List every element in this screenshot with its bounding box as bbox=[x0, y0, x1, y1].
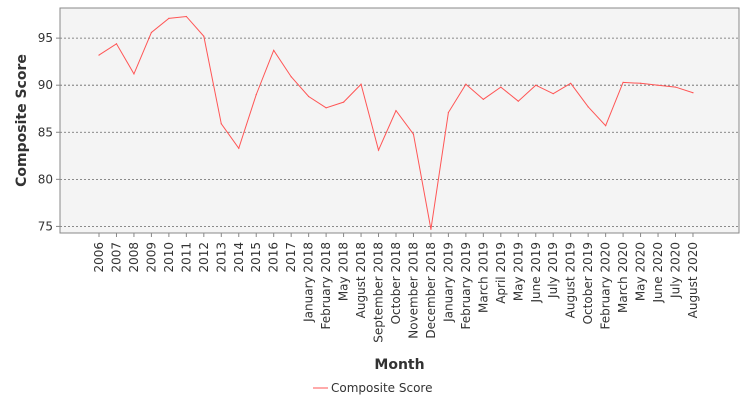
x-tick-label: February 2019 bbox=[459, 242, 473, 330]
x-tick-label: 2012 bbox=[197, 242, 211, 273]
x-tick-label: 2014 bbox=[232, 242, 246, 273]
x-tick-label: May 2020 bbox=[634, 242, 648, 301]
data-point bbox=[465, 83, 467, 85]
data-point bbox=[535, 84, 537, 86]
legend-label: Composite Score bbox=[331, 381, 432, 395]
x-tick-label: November 2018 bbox=[406, 242, 420, 339]
data-point bbox=[674, 86, 677, 88]
data-point bbox=[342, 101, 345, 103]
data-point bbox=[98, 54, 100, 56]
y-tick-label: 95 bbox=[38, 31, 53, 45]
y-tick-label: 85 bbox=[38, 125, 53, 139]
data-point bbox=[308, 95, 310, 98]
data-point bbox=[622, 81, 624, 83]
data-point bbox=[168, 17, 170, 19]
legend: Composite Score bbox=[313, 381, 432, 395]
x-tick-label: September 2018 bbox=[372, 242, 386, 343]
y-axis-title: Composite Score bbox=[14, 54, 30, 187]
x-tick-label: July 2020 bbox=[669, 242, 683, 299]
x-tick-label: December 2018 bbox=[424, 242, 438, 339]
x-tick-label: July 2019 bbox=[546, 242, 560, 299]
x-tick-label: March 2019 bbox=[476, 242, 490, 313]
data-point bbox=[273, 49, 275, 51]
data-point bbox=[255, 94, 257, 96]
data-point bbox=[657, 84, 659, 86]
data-point bbox=[639, 82, 642, 84]
x-tick-label: 2016 bbox=[267, 242, 281, 273]
x-tick-label: October 2018 bbox=[389, 242, 403, 324]
data-point bbox=[605, 125, 607, 127]
data-point bbox=[238, 147, 240, 149]
y-tick-label: 75 bbox=[38, 219, 53, 233]
x-axis-title: Month bbox=[374, 357, 424, 373]
x-tick-label: 2015 bbox=[249, 242, 263, 273]
data-point bbox=[500, 86, 502, 88]
data-point bbox=[220, 123, 222, 125]
x-tick-label: June 2019 bbox=[529, 242, 543, 304]
data-point bbox=[552, 93, 554, 95]
data-point bbox=[133, 73, 135, 75]
x-tick-label: May 2018 bbox=[337, 242, 351, 301]
grid-lines bbox=[60, 37, 739, 227]
x-tick-label: August 2020 bbox=[686, 242, 700, 318]
x-tick-label: 2007 bbox=[109, 242, 123, 273]
x-tick-label: January 2019 bbox=[441, 242, 455, 323]
data-point bbox=[587, 106, 589, 108]
x-tick-label: 2013 bbox=[214, 242, 228, 273]
data-point bbox=[325, 107, 327, 109]
x-tick-label: 2011 bbox=[179, 242, 193, 273]
data-point bbox=[377, 149, 380, 151]
data-point bbox=[150, 31, 153, 34]
x-tick-label: January 2018 bbox=[302, 242, 316, 323]
x-tick-label: August 2019 bbox=[564, 242, 578, 318]
data-point bbox=[517, 100, 519, 102]
x-axis-ticks: 2006 2007 2008 2009 2010 2011 2012 2013 2014 2015… bbox=[92, 233, 700, 343]
x-tick-label: 2017 bbox=[284, 242, 298, 273]
data-point bbox=[570, 82, 572, 84]
data-point bbox=[290, 76, 292, 78]
x-tick-label: 2006 bbox=[92, 242, 106, 273]
x-tick-label: May 2019 bbox=[511, 242, 525, 301]
x-tick-label: August 2018 bbox=[354, 242, 368, 318]
x-tick-label: April 2019 bbox=[494, 242, 508, 304]
data-point bbox=[185, 15, 187, 18]
data-point bbox=[482, 98, 484, 100]
data-point bbox=[395, 110, 397, 112]
x-tick-label: February 2020 bbox=[599, 242, 613, 330]
data-point bbox=[115, 43, 118, 45]
x-tick-label: March 2020 bbox=[616, 242, 630, 313]
x-tick-label: 2010 bbox=[162, 242, 176, 273]
x-tick-label: October 2019 bbox=[581, 242, 595, 324]
data-point bbox=[430, 228, 432, 230]
plot-frame bbox=[59, 7, 740, 234]
x-tick-label: February 2018 bbox=[319, 242, 333, 330]
data-point bbox=[412, 133, 415, 135]
y-axis-ticks: 75 80 85 90 95 bbox=[38, 31, 60, 233]
y-tick-label: 80 bbox=[38, 172, 53, 186]
x-tick-label: 2009 bbox=[144, 242, 158, 273]
x-tick-label: 2008 bbox=[127, 242, 141, 273]
data-point bbox=[692, 92, 694, 94]
data-point bbox=[447, 111, 449, 114]
plot-area bbox=[60, 8, 739, 233]
y-tick-label: 90 bbox=[38, 78, 53, 92]
data-point bbox=[360, 83, 362, 85]
x-tick-label: June 2020 bbox=[651, 242, 665, 304]
data-point bbox=[203, 35, 205, 37]
